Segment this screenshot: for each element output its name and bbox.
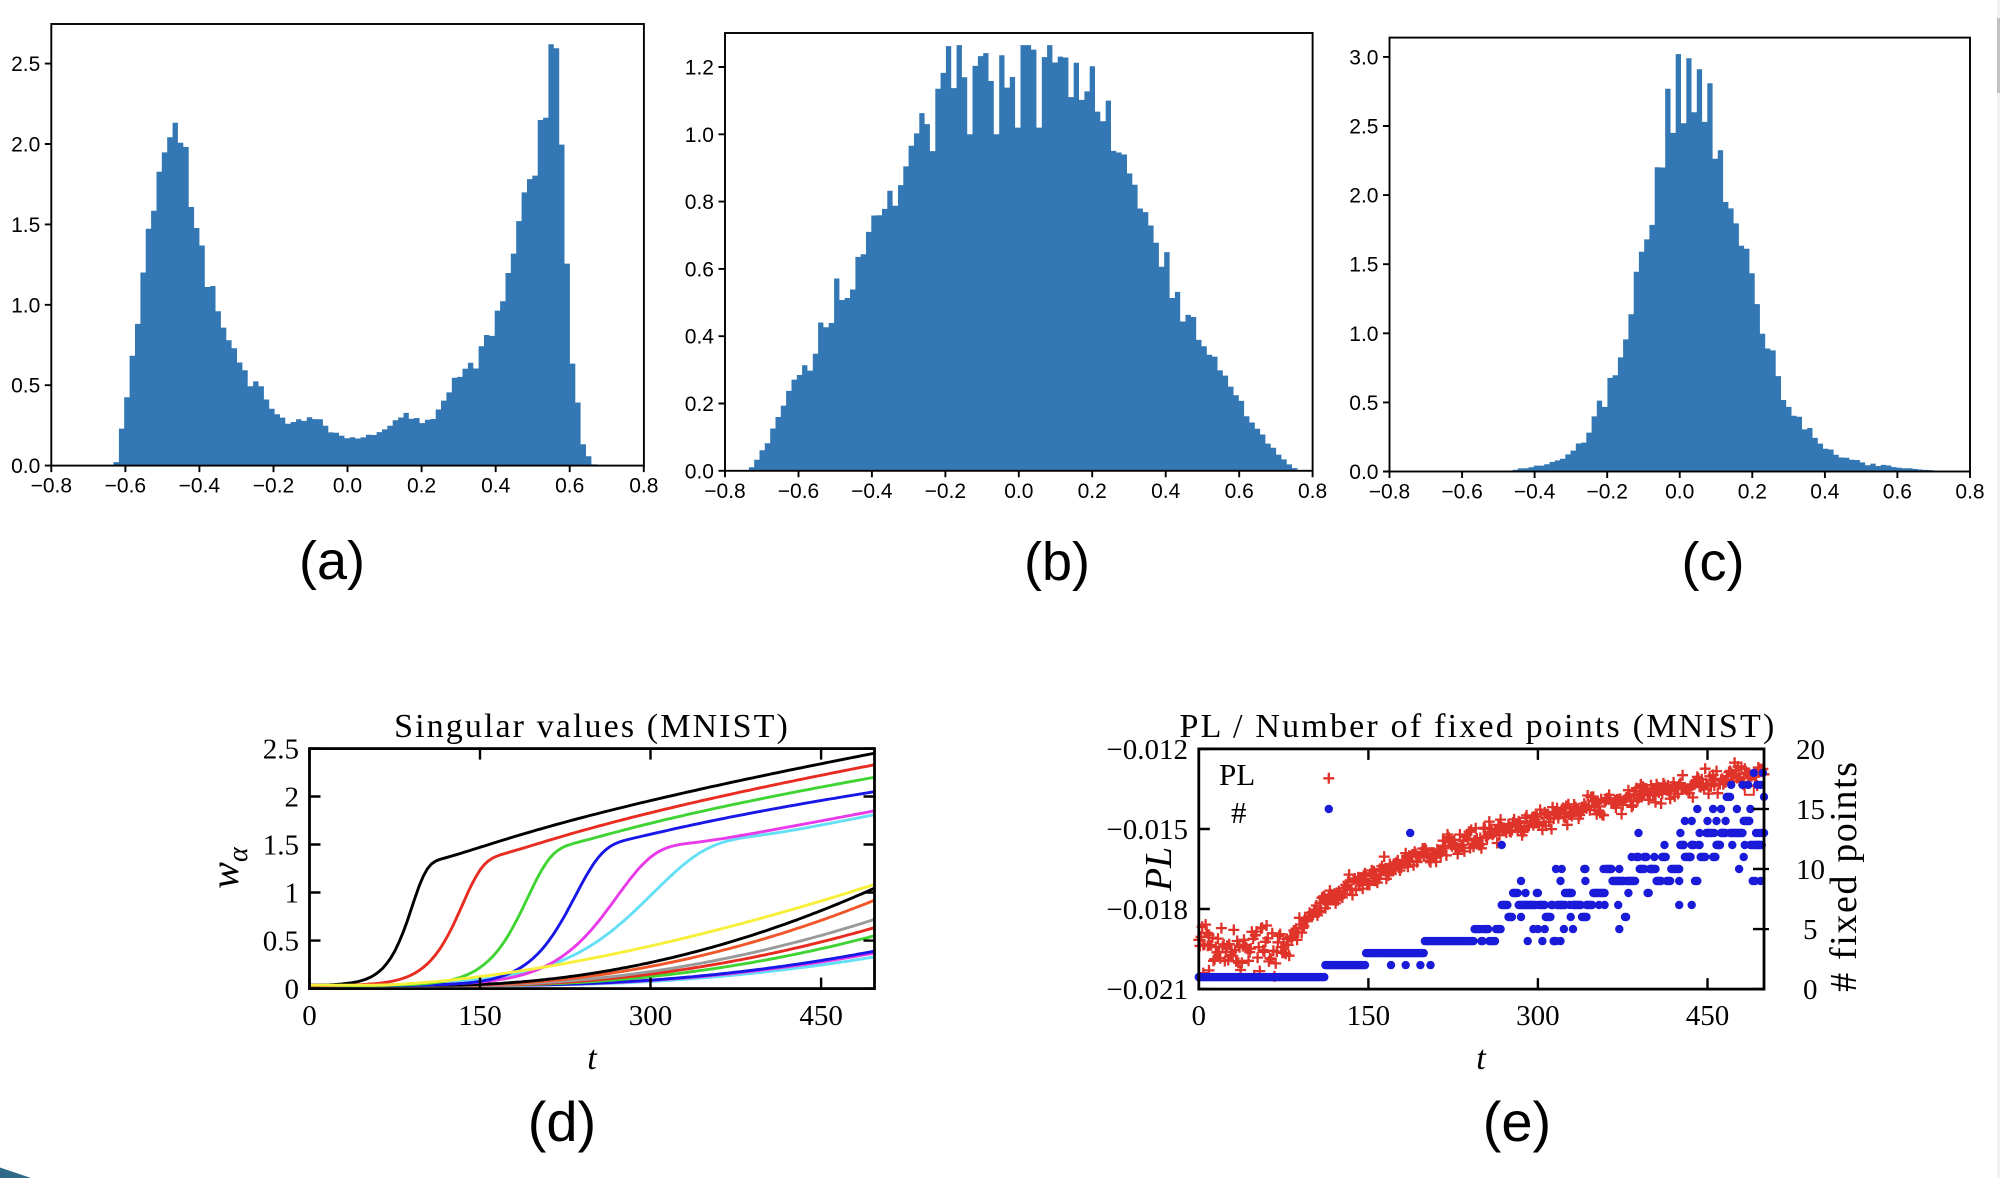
svg-text:2.5: 2.5 bbox=[11, 53, 40, 76]
svg-text:1.0: 1.0 bbox=[11, 294, 40, 317]
svg-text:450: 450 bbox=[799, 1000, 843, 1032]
svg-text:0.2: 0.2 bbox=[685, 393, 714, 416]
svg-text:0: 0 bbox=[1803, 974, 1818, 1006]
svg-text:0.5: 0.5 bbox=[263, 926, 299, 958]
svg-text:0.8: 0.8 bbox=[1955, 481, 1984, 504]
svg-text:2.0: 2.0 bbox=[1349, 185, 1378, 208]
svg-text:PL: PL bbox=[1219, 757, 1255, 792]
svg-text:−0.2: −0.2 bbox=[925, 480, 966, 503]
svg-text:0.0: 0.0 bbox=[11, 455, 40, 478]
svg-text:−0.2: −0.2 bbox=[253, 475, 294, 498]
svg-text:0.2: 0.2 bbox=[1738, 481, 1767, 504]
svg-text:1.0: 1.0 bbox=[685, 124, 714, 147]
svg-text:1.5: 1.5 bbox=[11, 214, 40, 237]
svg-text:0: 0 bbox=[302, 1000, 317, 1032]
svg-text:(e): (e) bbox=[1483, 1090, 1551, 1153]
svg-text:−0.4: −0.4 bbox=[851, 480, 893, 503]
svg-text:# fixed points: # fixed points bbox=[1823, 760, 1865, 991]
svg-text:−0.4: −0.4 bbox=[1514, 481, 1556, 504]
svg-text:450: 450 bbox=[1686, 1000, 1730, 1032]
svg-text:PL / Number of fixed points (M: PL / Number of fixed points (MNIST) bbox=[1179, 708, 1776, 745]
svg-text:0: 0 bbox=[285, 974, 300, 1006]
svg-text:0.4: 0.4 bbox=[481, 475, 511, 498]
svg-text:wα: wα bbox=[202, 846, 254, 889]
svg-text:t: t bbox=[587, 1040, 598, 1077]
svg-text:−0.018: −0.018 bbox=[1106, 894, 1188, 926]
svg-text:0.4: 0.4 bbox=[1151, 480, 1181, 503]
svg-text:−0.6: −0.6 bbox=[778, 480, 819, 503]
svg-text:3.0: 3.0 bbox=[1349, 46, 1378, 69]
svg-text:−0.8: −0.8 bbox=[31, 475, 72, 498]
svg-text:(a): (a) bbox=[299, 531, 365, 591]
svg-text:−0.012: −0.012 bbox=[1106, 734, 1188, 766]
svg-text:0.4: 0.4 bbox=[1810, 481, 1840, 504]
svg-text:0.6: 0.6 bbox=[555, 475, 584, 498]
svg-text:0.0: 0.0 bbox=[1349, 461, 1378, 484]
svg-text:2.5: 2.5 bbox=[1349, 116, 1378, 139]
svg-text:−0.4: −0.4 bbox=[179, 475, 221, 498]
svg-text:300: 300 bbox=[629, 1000, 673, 1032]
svg-text:15: 15 bbox=[1796, 794, 1825, 826]
svg-text:−0.6: −0.6 bbox=[1441, 481, 1482, 504]
svg-text:1: 1 bbox=[285, 878, 300, 910]
svg-text:1.5: 1.5 bbox=[1349, 254, 1378, 277]
svg-text:1.5: 1.5 bbox=[263, 830, 299, 862]
svg-text:20: 20 bbox=[1796, 734, 1825, 766]
svg-text:2.5: 2.5 bbox=[263, 734, 299, 766]
svg-text:(b): (b) bbox=[1024, 532, 1090, 592]
svg-text:−0.015: −0.015 bbox=[1106, 814, 1188, 846]
svg-text:2.0: 2.0 bbox=[11, 134, 40, 157]
svg-text:2: 2 bbox=[285, 782, 300, 814]
svg-text:0.6: 0.6 bbox=[1225, 480, 1254, 503]
svg-text:Singular values (MNIST): Singular values (MNIST) bbox=[394, 708, 790, 745]
svg-text:0.5: 0.5 bbox=[11, 375, 40, 398]
svg-text:1.0: 1.0 bbox=[1349, 323, 1378, 346]
svg-text:0.8: 0.8 bbox=[1298, 480, 1327, 503]
svg-text:(d): (d) bbox=[528, 1090, 596, 1153]
svg-text:0.6: 0.6 bbox=[685, 258, 714, 281]
svg-text:t: t bbox=[1476, 1040, 1487, 1077]
svg-text:PL: PL bbox=[1138, 847, 1180, 892]
svg-text:0.8: 0.8 bbox=[629, 475, 658, 498]
svg-text:150: 150 bbox=[458, 1000, 502, 1032]
svg-text:0.0: 0.0 bbox=[1665, 481, 1694, 504]
svg-text:0.2: 0.2 bbox=[1078, 480, 1107, 503]
svg-text:#: # bbox=[1231, 795, 1247, 830]
svg-text:0.0: 0.0 bbox=[685, 460, 714, 483]
svg-text:−0.8: −0.8 bbox=[704, 480, 745, 503]
svg-text:0.8: 0.8 bbox=[685, 191, 714, 214]
svg-text:0.0: 0.0 bbox=[333, 475, 362, 498]
svg-text:1.2: 1.2 bbox=[685, 57, 714, 80]
svg-text:−0.021: −0.021 bbox=[1106, 974, 1188, 1006]
svg-text:0: 0 bbox=[1192, 1000, 1207, 1032]
svg-text:−0.6: −0.6 bbox=[105, 475, 146, 498]
svg-text:10: 10 bbox=[1796, 854, 1825, 886]
svg-text:0.6: 0.6 bbox=[1883, 481, 1912, 504]
svg-text:150: 150 bbox=[1347, 1000, 1391, 1032]
svg-text:0.0: 0.0 bbox=[1004, 480, 1033, 503]
svg-text:300: 300 bbox=[1516, 1000, 1560, 1032]
svg-text:−0.8: −0.8 bbox=[1369, 481, 1410, 504]
svg-text:(c): (c) bbox=[1682, 532, 1745, 592]
svg-text:0.4: 0.4 bbox=[685, 326, 715, 349]
svg-text:−0.2: −0.2 bbox=[1586, 481, 1627, 504]
svg-text:5: 5 bbox=[1803, 914, 1818, 946]
svg-text:0.5: 0.5 bbox=[1349, 392, 1378, 415]
svg-text:0.2: 0.2 bbox=[407, 475, 436, 498]
